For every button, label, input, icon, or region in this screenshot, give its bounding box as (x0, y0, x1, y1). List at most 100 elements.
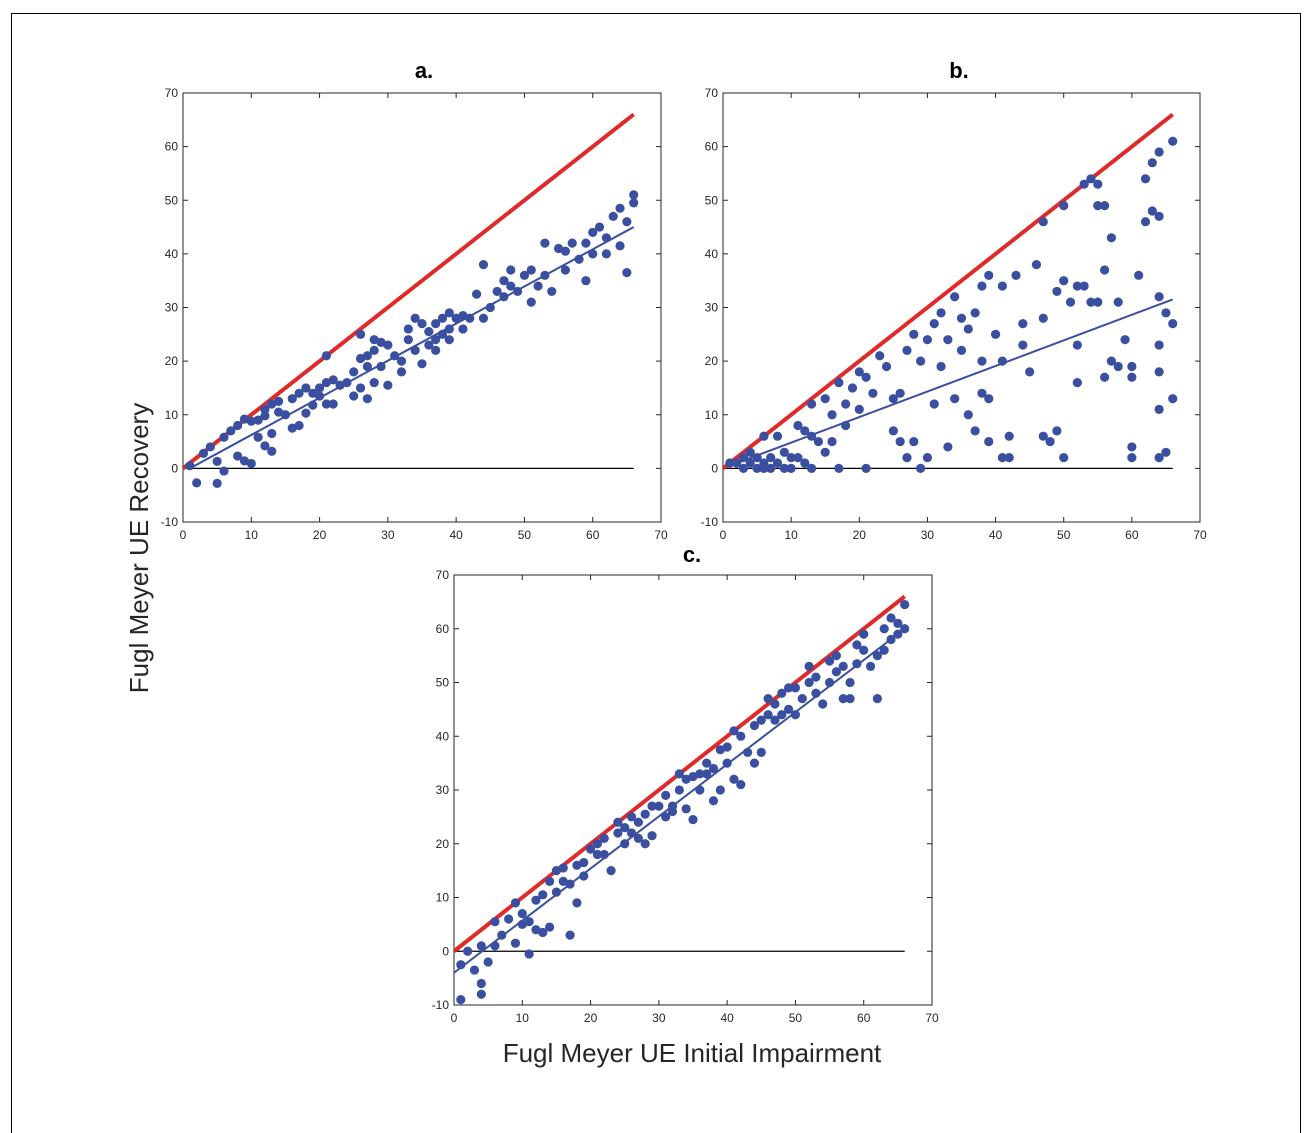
data-point (579, 857, 589, 868)
data-point (314, 383, 325, 393)
data-point (594, 222, 605, 232)
data-point (444, 308, 454, 318)
plot-area (722, 92, 1201, 523)
data-point (674, 785, 684, 795)
data-point (784, 704, 794, 714)
y-tick-label: 70 (436, 568, 450, 582)
data-point (688, 814, 698, 825)
x-tick-label: 60 (1125, 528, 1139, 542)
x-tick-label: 70 (925, 1011, 939, 1025)
data-point (328, 375, 338, 385)
data-point (854, 367, 864, 377)
data-point (984, 394, 994, 404)
data-point (431, 345, 441, 355)
data-point (1168, 394, 1178, 404)
data-point (654, 801, 664, 811)
data-point (902, 453, 912, 463)
data-point (827, 436, 837, 447)
data-point (847, 383, 858, 393)
data-point (752, 463, 762, 473)
data-point (956, 313, 967, 323)
data-point (1134, 270, 1144, 280)
data-point (396, 356, 407, 366)
data-point (640, 839, 650, 849)
data-point (538, 927, 548, 938)
data-point (1161, 447, 1171, 457)
data-point (545, 876, 555, 886)
data-point (362, 394, 372, 404)
data-point (301, 408, 311, 418)
x-tick-label: 50 (1057, 528, 1071, 542)
data-point (233, 451, 243, 461)
x-axis-label: Fugl Meyer UE Initial Impairment (503, 1038, 882, 1068)
data-point (403, 324, 413, 334)
data-point (476, 989, 486, 999)
data-point (661, 790, 671, 800)
data-point (875, 351, 885, 361)
data-point (294, 420, 304, 431)
data-point (633, 833, 643, 843)
identity-line (721, 112, 1174, 470)
data-point (797, 694, 807, 704)
data-point (929, 399, 939, 409)
data-point (681, 804, 691, 814)
data-point (745, 458, 755, 468)
data-point (1018, 318, 1028, 329)
data-point (806, 463, 817, 473)
data-point (790, 710, 801, 720)
y-tick-label: 40 (165, 247, 179, 261)
data-point (1154, 340, 1164, 350)
data-point (770, 699, 780, 709)
data-point (540, 238, 550, 248)
panel-title: a. (415, 58, 433, 83)
data-point (902, 345, 912, 355)
data-point (1038, 217, 1048, 227)
data-point (294, 388, 304, 398)
data-point (383, 380, 393, 390)
data-point (1127, 442, 1137, 452)
data-point (1072, 377, 1082, 388)
data-point (950, 292, 960, 302)
data-point (888, 394, 898, 404)
panel-title: b. (949, 58, 969, 83)
data-point (784, 683, 794, 693)
data-point (321, 399, 331, 409)
x-tick-label: 60 (857, 1011, 871, 1025)
data-point (1154, 147, 1164, 157)
data-point (1113, 361, 1123, 372)
data-point (804, 677, 814, 688)
data-point (806, 399, 817, 409)
y-tick-label: 10 (705, 408, 719, 422)
data-point (572, 898, 582, 908)
fit-line (189, 226, 635, 470)
data-point (736, 780, 746, 790)
data-point (349, 391, 359, 401)
data-point (963, 410, 973, 420)
data-point (581, 276, 591, 286)
data-point (790, 683, 801, 693)
data-point (1100, 201, 1110, 211)
data-point (510, 898, 521, 908)
data-point (205, 442, 215, 452)
data-point (198, 448, 209, 458)
data-point (321, 351, 331, 361)
x-tick-label: 30 (921, 528, 935, 542)
data-point (274, 396, 284, 406)
data-point (538, 890, 548, 900)
data-point (943, 335, 953, 345)
data-point (1004, 431, 1014, 441)
data-point (811, 672, 821, 682)
data-point (772, 458, 783, 468)
y-tick-label: 20 (165, 354, 179, 368)
identity-line (181, 112, 635, 470)
data-point (588, 227, 598, 238)
fit-line (453, 627, 906, 974)
data-point (708, 796, 719, 806)
data-point (1140, 174, 1151, 184)
data-point (369, 377, 379, 388)
data-point (647, 831, 657, 841)
data-point (779, 463, 789, 473)
data-point (777, 688, 787, 698)
data-point (1093, 179, 1103, 189)
